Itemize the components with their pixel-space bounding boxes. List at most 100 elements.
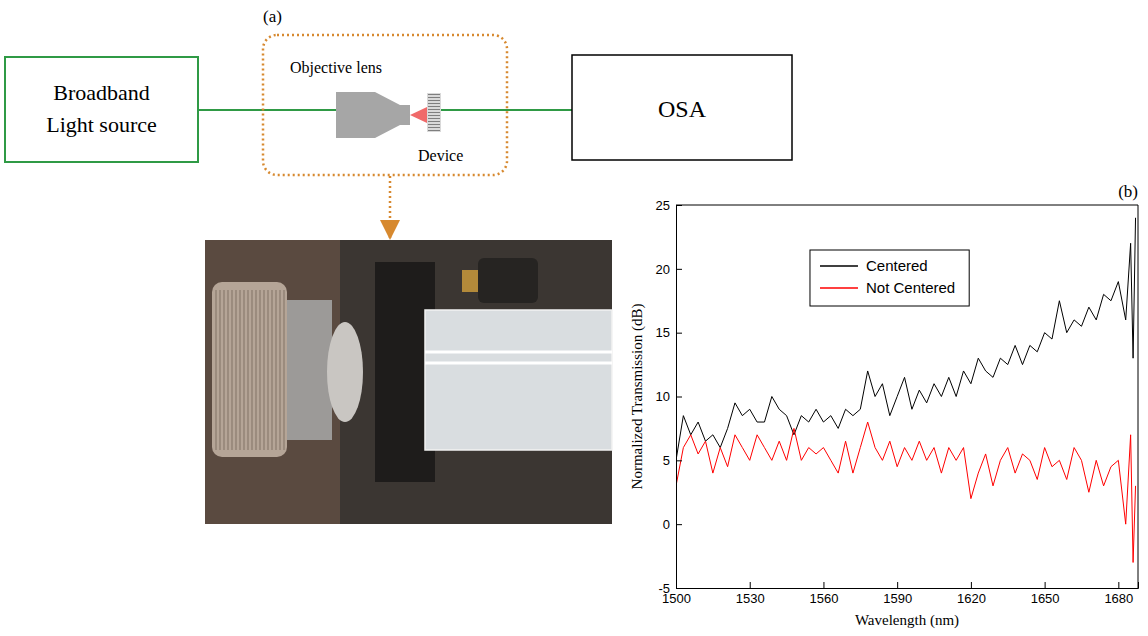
analyzer-box <box>572 55 792 160</box>
x-tick-mark <box>1118 582 1119 588</box>
photo-knob <box>478 258 538 303</box>
x-tick-label: 1650 <box>1031 591 1060 606</box>
x-tick-label: 1590 <box>883 591 912 606</box>
device-grating <box>428 121 440 122</box>
photo-knurl <box>251 290 252 450</box>
y-tick: 20 <box>656 261 682 276</box>
device-grating <box>428 124 440 125</box>
objective-lens <box>336 92 410 138</box>
legend-box <box>810 250 969 306</box>
device-grating <box>428 112 440 113</box>
source-box <box>5 57 198 162</box>
x-tick: 1620 <box>957 582 986 606</box>
lens-label: Objective lens <box>290 59 382 77</box>
photo-lens-body <box>287 300 332 440</box>
x-tick-mark <box>1045 582 1046 588</box>
x-tick-mark <box>971 582 972 588</box>
device-grating <box>428 103 440 104</box>
photo-knurl <box>235 290 236 450</box>
y-tick-mark <box>676 333 682 334</box>
device-grating <box>428 127 440 128</box>
device-grating <box>428 115 440 116</box>
device-grating <box>428 130 440 131</box>
photo-sample-tape <box>425 310 612 450</box>
photo-knurl <box>283 290 284 450</box>
y-tick-label: 10 <box>656 389 670 404</box>
x-tick-label: 1620 <box>957 591 986 606</box>
y-tick-mark <box>676 588 682 589</box>
x-tick: 1680 <box>1104 582 1133 606</box>
photo-knurl <box>247 290 248 450</box>
y-tick: 0 <box>663 517 682 532</box>
photo-knurled-ring <box>212 282 287 457</box>
device <box>427 93 441 132</box>
legend-label: Centered <box>866 257 928 274</box>
fiber <box>441 109 572 111</box>
y-tick-label: -5 <box>658 581 670 596</box>
y-tick-label: 20 <box>656 261 670 276</box>
device-grating <box>428 106 440 107</box>
y-tick: -5 <box>658 581 682 596</box>
photo-lens-tip <box>327 322 363 422</box>
photo-knurl <box>259 290 260 450</box>
photo-knurl <box>239 290 240 450</box>
x-tick-label: 1680 <box>1104 591 1133 606</box>
legend-swatch <box>820 287 858 289</box>
x-tick: 1650 <box>1031 582 1060 606</box>
panel-b: 1500153015601590162016501680-50510152025… <box>629 182 1139 629</box>
x-tick-label: 1530 <box>736 591 765 606</box>
stage-frame <box>263 35 507 175</box>
panel-label: (a) <box>263 7 282 26</box>
y-tick-label: 25 <box>656 198 670 213</box>
y-tick: 5 <box>663 453 682 468</box>
photo-waveguide <box>425 362 612 365</box>
y-tick-mark <box>676 397 682 398</box>
x-tick-label: 1560 <box>809 591 838 606</box>
x-tick: 1560 <box>809 582 838 606</box>
photo-knurl <box>263 290 264 450</box>
y-tick: 10 <box>656 389 682 404</box>
legend: CenteredNot Centered <box>810 250 969 306</box>
setup-photo <box>205 240 612 524</box>
plot-frame <box>676 205 1138 206</box>
pointer-arrow <box>389 176 392 238</box>
photo-knurl <box>223 290 224 450</box>
photo-knurl <box>267 290 268 450</box>
device-grating <box>428 100 440 101</box>
x-tick-mark <box>823 582 824 588</box>
photo-knurl <box>275 290 276 450</box>
x-axis: 1500153015601590162016501680 <box>662 582 1138 606</box>
y-tick-mark <box>676 269 682 270</box>
source-label-line: Light source <box>46 112 157 137</box>
device-grating <box>428 97 440 98</box>
y-tick: 15 <box>656 325 682 340</box>
analyzer-label: OSA <box>658 96 707 122</box>
x-axis-title: Wavelength (nm) <box>855 612 959 629</box>
y-tick: 25 <box>656 198 682 213</box>
beam <box>410 107 427 123</box>
x-tick-mark <box>750 582 751 588</box>
figure: (a)BroadbandLight sourceObjective lensDe… <box>0 0 1148 636</box>
photo-knurl <box>255 290 256 450</box>
y-tick-label: 0 <box>663 517 670 532</box>
fiber <box>198 109 336 111</box>
photo-knurl <box>231 290 232 450</box>
y-axis-title: Normalized Transmission (dB) <box>629 304 646 490</box>
x-tick: 1530 <box>736 582 765 606</box>
device-grating <box>428 118 440 119</box>
device-grating <box>428 94 440 95</box>
source-label-line: Broadband <box>53 80 150 105</box>
photo-knurl <box>215 290 216 450</box>
y-tick-label: 15 <box>656 325 670 340</box>
plot-lines <box>676 218 1136 563</box>
photo-knurl <box>243 290 244 450</box>
y-tick-mark <box>676 460 682 461</box>
x-tick-mark <box>897 582 898 588</box>
photo-knurl <box>219 290 220 450</box>
photo-knurl <box>271 290 272 450</box>
plot-frame <box>1138 205 1139 588</box>
axis-line <box>677 206 683 589</box>
panel-a: (a)BroadbandLight sourceObjective lensDe… <box>5 7 792 524</box>
legend-swatch <box>820 265 858 267</box>
series-line <box>676 218 1136 461</box>
